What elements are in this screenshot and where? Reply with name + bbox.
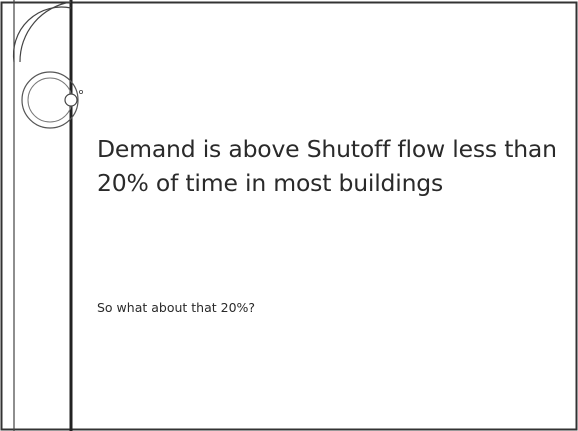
ring-small	[64, 93, 78, 107]
slide-title: Demand is above Shutoff flow less than 2…	[97, 135, 557, 197]
slide-body-text: So what about that 20%?	[97, 300, 256, 315]
ring	[21, 71, 79, 129]
dot	[79, 90, 84, 95]
arc	[12, 6, 72, 63]
arc	[19, 1, 72, 63]
